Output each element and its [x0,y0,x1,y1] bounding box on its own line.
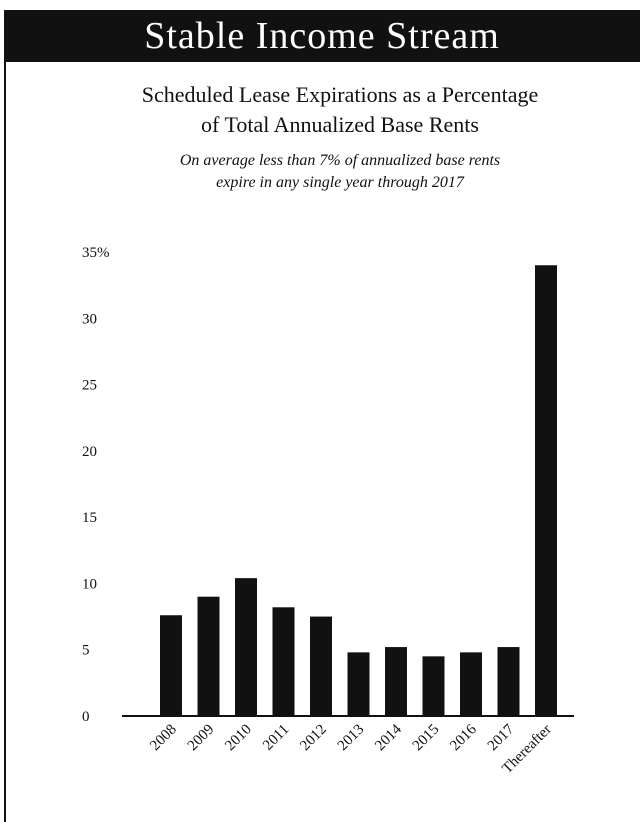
title-banner: Stable Income Stream [4,10,640,62]
chart-subtitle-line-1: On average less than 7% of annualized ba… [179,152,501,169]
y-axis-ticks: 0 5 10 15 20 25 30 35% [82,245,110,725]
y-tick-label: 35% [82,245,110,261]
chart-title-line-1: Scheduled Lease Expirations as a Percent… [141,82,539,107]
bar-2013 [347,652,370,716]
page-title: Stable Income Stream [144,15,500,57]
x-tick-label: 2015 [410,722,443,755]
bar-2012 [310,616,332,716]
y-tick-label: 10 [82,576,97,592]
bar-2017 [497,647,520,716]
x-tick-label: 2010 [222,722,255,755]
y-tick-label: 5 [82,643,90,659]
chart-title-line-2: of Total Annualized Base Rents [201,112,479,137]
bar-2009 [197,596,220,716]
y-tick-label: 0 [82,709,90,725]
bar-2008 [160,615,182,716]
bar-2015 [422,656,445,716]
x-tick-label: 2013 [335,722,368,755]
y-tick-label: 20 [82,444,97,460]
y-tick-label: 30 [82,311,97,327]
x-tick-label: 2009 [185,722,218,755]
bar-2010 [235,578,257,716]
bar-2011 [272,607,295,716]
bar-2014 [385,647,407,716]
x-axis-labels: 2008 2009 2010 2011 2012 2013 2014 2015 2016 2017… [147,721,555,777]
y-tick-label: 15 [82,510,97,526]
x-tick-label: 2017 [485,721,518,754]
x-tick-label: 2011 [260,722,292,754]
bar-thereafter [535,265,557,716]
x-tick-label: 2012 [297,722,330,755]
x-tick-label: 2014 [372,721,405,754]
bars-group [160,265,557,716]
x-tick-label: 2008 [147,722,180,755]
bar-2016 [460,652,482,716]
y-tick-label: 25 [82,378,97,394]
x-tick-label: 2016 [447,721,480,754]
left-border-rule [4,62,6,822]
chart-subtitle-line-2: expire in any single year through 2017 [216,174,464,191]
